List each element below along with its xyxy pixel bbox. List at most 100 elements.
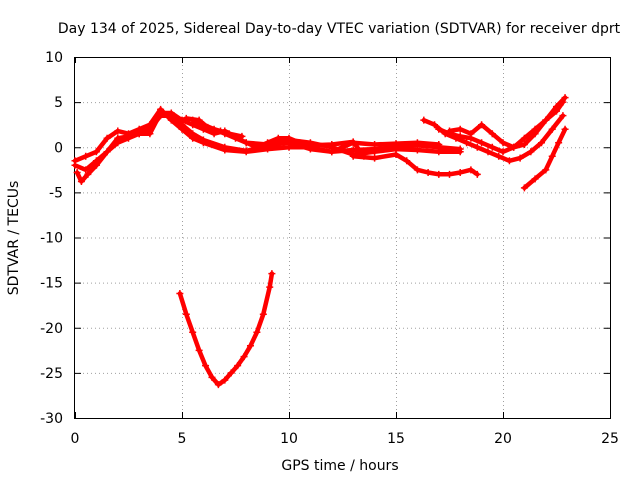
data-series [71, 94, 569, 389]
x-tick-label: 25 [601, 431, 619, 447]
data-point [527, 148, 535, 156]
data-point [488, 130, 496, 138]
data-point [473, 143, 481, 151]
data-point [82, 166, 90, 174]
data-point [446, 127, 453, 135]
series-track-11 [176, 270, 276, 389]
data-point [225, 130, 233, 138]
data-point [266, 283, 274, 291]
x-tick-label: 20 [494, 431, 512, 447]
data-point [499, 139, 507, 147]
data-point [561, 94, 569, 102]
x-axis-label: GPS time / hours [281, 458, 398, 474]
data-point [555, 139, 563, 147]
data-point [488, 143, 496, 151]
data-point [510, 143, 518, 151]
series-line [447, 95, 568, 150]
data-point [208, 373, 216, 381]
data-point [114, 127, 122, 135]
data-point [349, 152, 357, 160]
data-point [199, 136, 207, 144]
data-point [413, 139, 421, 147]
x-tick-label: 0 [71, 431, 80, 447]
data-point [246, 342, 254, 350]
series-line [177, 271, 275, 387]
data-point [559, 112, 567, 120]
data-point [435, 148, 443, 156]
data-point [328, 141, 336, 149]
data-point [146, 130, 154, 138]
data-point [431, 121, 439, 129]
data-point [114, 134, 122, 142]
data-point [259, 310, 267, 318]
x-tick-label: 5 [178, 431, 187, 447]
data-point [473, 170, 481, 178]
data-point [221, 143, 229, 151]
x-tick-label: 15 [387, 431, 405, 447]
data-point [505, 157, 513, 165]
data-point [403, 157, 411, 165]
data-point [435, 125, 443, 133]
y-tick-label: -25 [40, 366, 63, 382]
data-point [204, 123, 212, 131]
data-point [182, 114, 190, 122]
data-point [103, 148, 111, 156]
data-point [167, 109, 175, 117]
data-point [531, 130, 539, 138]
data-point [435, 141, 443, 149]
series-line [522, 126, 568, 191]
y-tick-label: 5 [54, 95, 63, 111]
data-point [478, 121, 486, 129]
data-point [435, 170, 443, 178]
data-point [174, 118, 182, 126]
data-point [242, 139, 250, 147]
y-tick-label: -30 [40, 411, 63, 427]
data-point [306, 141, 314, 149]
series-track-5 [174, 114, 246, 140]
data-point [371, 148, 379, 156]
data-point [520, 184, 528, 192]
data-point [82, 152, 90, 160]
series-track-6 [349, 150, 481, 178]
data-point [214, 381, 222, 389]
data-point [424, 169, 432, 177]
data-point [217, 127, 225, 135]
data-point [264, 139, 272, 147]
data-point [456, 148, 464, 156]
chart-title: Day 134 of 2025, Sidereal Day-to-day VTE… [58, 21, 621, 37]
series-line [436, 99, 566, 155]
x-axis-ticks: 0 5 10 15 20 25 [71, 57, 619, 447]
data-point [371, 154, 379, 162]
data-point [227, 369, 235, 377]
data-point [542, 166, 550, 174]
data-point [296, 139, 304, 147]
y-tick-label: -15 [40, 276, 63, 292]
data-point [392, 150, 400, 158]
data-point [420, 116, 428, 124]
data-point [176, 289, 184, 297]
data-point [189, 130, 197, 138]
data-point [520, 141, 528, 149]
y-tick-label: -5 [49, 185, 63, 201]
data-point [242, 147, 250, 155]
data-point [371, 141, 379, 149]
data-point [195, 346, 203, 354]
data-point [253, 328, 261, 336]
data-point [189, 328, 197, 336]
data-point [92, 161, 100, 169]
data-point [561, 125, 569, 133]
data-point [413, 166, 421, 174]
data-point [456, 169, 464, 177]
data-point [92, 148, 100, 156]
data-point [349, 138, 357, 146]
data-point [531, 175, 539, 183]
data-point [520, 134, 528, 142]
y-axis-label: SDTVAR / TECUs [6, 181, 22, 296]
data-point [467, 130, 475, 138]
data-point [234, 362, 242, 370]
data-point [125, 132, 132, 140]
x-tick-label: 10 [280, 431, 298, 447]
data-point [548, 125, 556, 133]
data-point [182, 310, 190, 318]
data-point [553, 103, 560, 111]
